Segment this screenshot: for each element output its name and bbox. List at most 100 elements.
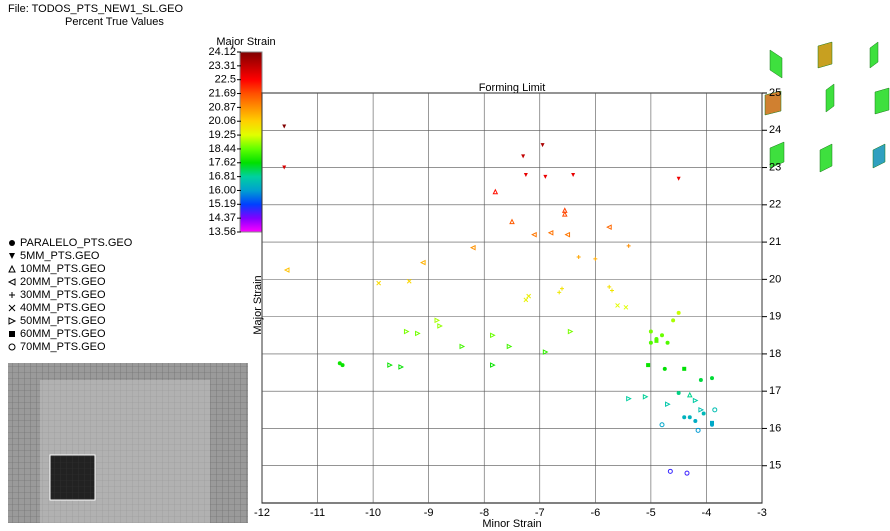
data-point [710, 420, 714, 425]
y-tick-label: 25 [769, 87, 781, 99]
data-point [626, 243, 631, 248]
y-tick-label: 15 [769, 460, 781, 472]
data-point [676, 176, 681, 181]
data-point [403, 328, 410, 335]
data-point [492, 188, 499, 195]
colorbar-title: Major Strain [216, 36, 275, 48]
data-point [682, 415, 687, 420]
colorbar-tick-label: 19.25 [208, 129, 236, 141]
data-point [648, 329, 653, 334]
x-tick-label: -3 [757, 507, 767, 519]
data-point [571, 173, 576, 177]
data-point [283, 267, 290, 273]
x-tick-label: -9 [424, 507, 434, 519]
data-point [593, 256, 598, 261]
data-point [642, 393, 649, 400]
data-point [490, 332, 496, 339]
y-tick-label: 17 [769, 385, 781, 397]
data-point [648, 340, 653, 345]
data-point [282, 165, 287, 170]
data-point [509, 218, 515, 225]
data-point [667, 468, 673, 474]
legend-label: 60MM_PTS.GEO [20, 328, 106, 340]
colorbar-tick-label: 21.69 [208, 87, 236, 99]
colorbar-tick-label: 16.00 [208, 184, 236, 196]
data-point [543, 174, 548, 179]
part-thumbnails [764, 41, 890, 173]
data-point [419, 259, 426, 266]
data-point [567, 328, 574, 335]
data-point [576, 255, 581, 259]
data-point [523, 173, 528, 177]
x-tick-label: -11 [310, 507, 325, 519]
legend-marker [8, 304, 16, 312]
data-point [686, 391, 693, 398]
data-point [387, 362, 393, 368]
y-tick-label: 24 [769, 124, 781, 136]
legend-marker [8, 317, 17, 325]
data-point [547, 229, 554, 236]
data-point [521, 154, 526, 159]
data-point [659, 422, 665, 428]
data-point [676, 310, 681, 315]
colorbar [239, 51, 263, 233]
data-point [415, 330, 421, 337]
data-point [676, 391, 681, 396]
colorbar-tick-label: 18.44 [208, 143, 236, 155]
data-point [646, 363, 651, 368]
legend-marker [8, 264, 16, 273]
data-point [607, 284, 612, 289]
data-point [434, 317, 441, 324]
photo [8, 363, 248, 523]
colorbar-tick-label: 16.81 [208, 171, 236, 183]
x-axis-title: Minor Strain [482, 518, 541, 530]
data-point [660, 333, 664, 338]
x-tick-label: -8 [479, 507, 489, 519]
colorbar-tick-label: 14.37 [208, 212, 236, 224]
x-tick-label: -4 [702, 507, 712, 519]
colorbar-tick-label: 20.87 [208, 101, 236, 113]
data-point [684, 470, 690, 476]
colorbar-tick-label: 23.31 [208, 60, 236, 72]
legend-label: 20MM_PTS.GEO [20, 276, 106, 288]
colorbar-tick-label: 17.62 [208, 157, 236, 169]
data-point [557, 290, 562, 295]
x-tick-label: -5 [646, 507, 656, 519]
data-point [662, 366, 667, 371]
y-tick-label: 22 [769, 199, 781, 211]
data-point [671, 318, 676, 323]
plot-frame [261, 92, 763, 504]
data-point [615, 303, 620, 308]
data-point [406, 278, 412, 284]
data-point [340, 363, 345, 368]
colorbar-tick-label: 13.56 [208, 226, 236, 238]
legend-label: 50MM_PTS.GEO [20, 315, 106, 327]
legend-marker [9, 292, 15, 298]
data-point [654, 338, 659, 343]
y-tick-label: 19 [769, 311, 781, 323]
legend-marker [9, 331, 15, 337]
chart-title: Forming Limit [479, 82, 546, 94]
colorbar-tick-label: 22.5 [215, 74, 236, 86]
legend-label: 30MM_PTS.GEO [20, 289, 106, 301]
data-point [561, 211, 568, 217]
data-point [665, 401, 671, 408]
x-tick-label: -7 [535, 507, 545, 519]
data-point [610, 288, 614, 293]
data-point [560, 286, 564, 291]
data-point [695, 427, 701, 433]
x-tick-label: -10 [365, 507, 381, 519]
data-point [459, 343, 466, 350]
data-point [564, 231, 571, 238]
legend-marker [7, 278, 16, 286]
data-point [531, 231, 537, 238]
data-point [523, 297, 529, 303]
colorbar-tick-label: 24.12 [208, 46, 236, 58]
legend-label: PARALELO_PTS.GEO [20, 237, 133, 249]
legend-label: 40MM_PTS.GEO [20, 302, 106, 314]
data-point [540, 143, 545, 148]
y-axis-title: Major Strain [252, 275, 264, 334]
data-point [698, 407, 705, 413]
y-tick-label: 21 [769, 236, 781, 248]
